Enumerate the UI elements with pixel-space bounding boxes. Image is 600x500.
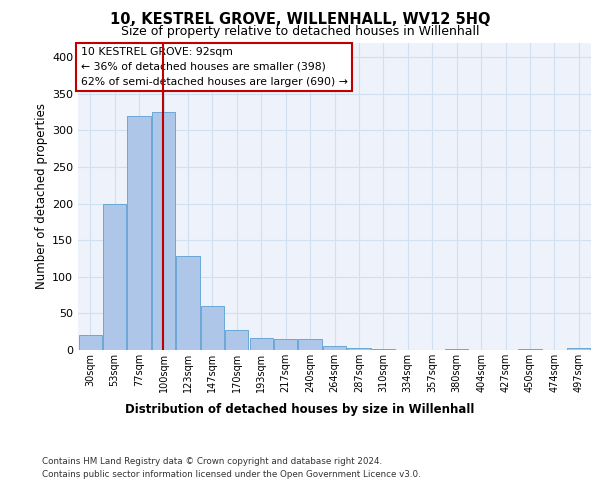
Y-axis label: Number of detached properties: Number of detached properties: [35, 104, 48, 289]
Bar: [250, 338, 273, 350]
Bar: [176, 256, 200, 350]
Bar: [347, 348, 371, 350]
Text: Contains public sector information licensed under the Open Government Licence v3: Contains public sector information licen…: [42, 470, 421, 479]
Bar: [103, 204, 126, 350]
Text: 10 KESTREL GROVE: 92sqm
← 36% of detached houses are smaller (398)
62% of semi-d: 10 KESTREL GROVE: 92sqm ← 36% of detache…: [80, 47, 347, 86]
Bar: [127, 116, 151, 350]
Bar: [567, 348, 590, 350]
Bar: [79, 336, 102, 350]
Bar: [201, 306, 224, 350]
Bar: [152, 112, 175, 350]
Text: Size of property relative to detached houses in Willenhall: Size of property relative to detached ho…: [121, 25, 479, 38]
Text: 10, KESTREL GROVE, WILLENHALL, WV12 5HQ: 10, KESTREL GROVE, WILLENHALL, WV12 5HQ: [110, 12, 490, 28]
Bar: [274, 339, 297, 350]
Bar: [225, 330, 248, 350]
Text: Distribution of detached houses by size in Willenhall: Distribution of detached houses by size …: [125, 402, 475, 415]
Bar: [323, 346, 346, 350]
Text: Contains HM Land Registry data © Crown copyright and database right 2024.: Contains HM Land Registry data © Crown c…: [42, 458, 382, 466]
Bar: [298, 339, 322, 350]
